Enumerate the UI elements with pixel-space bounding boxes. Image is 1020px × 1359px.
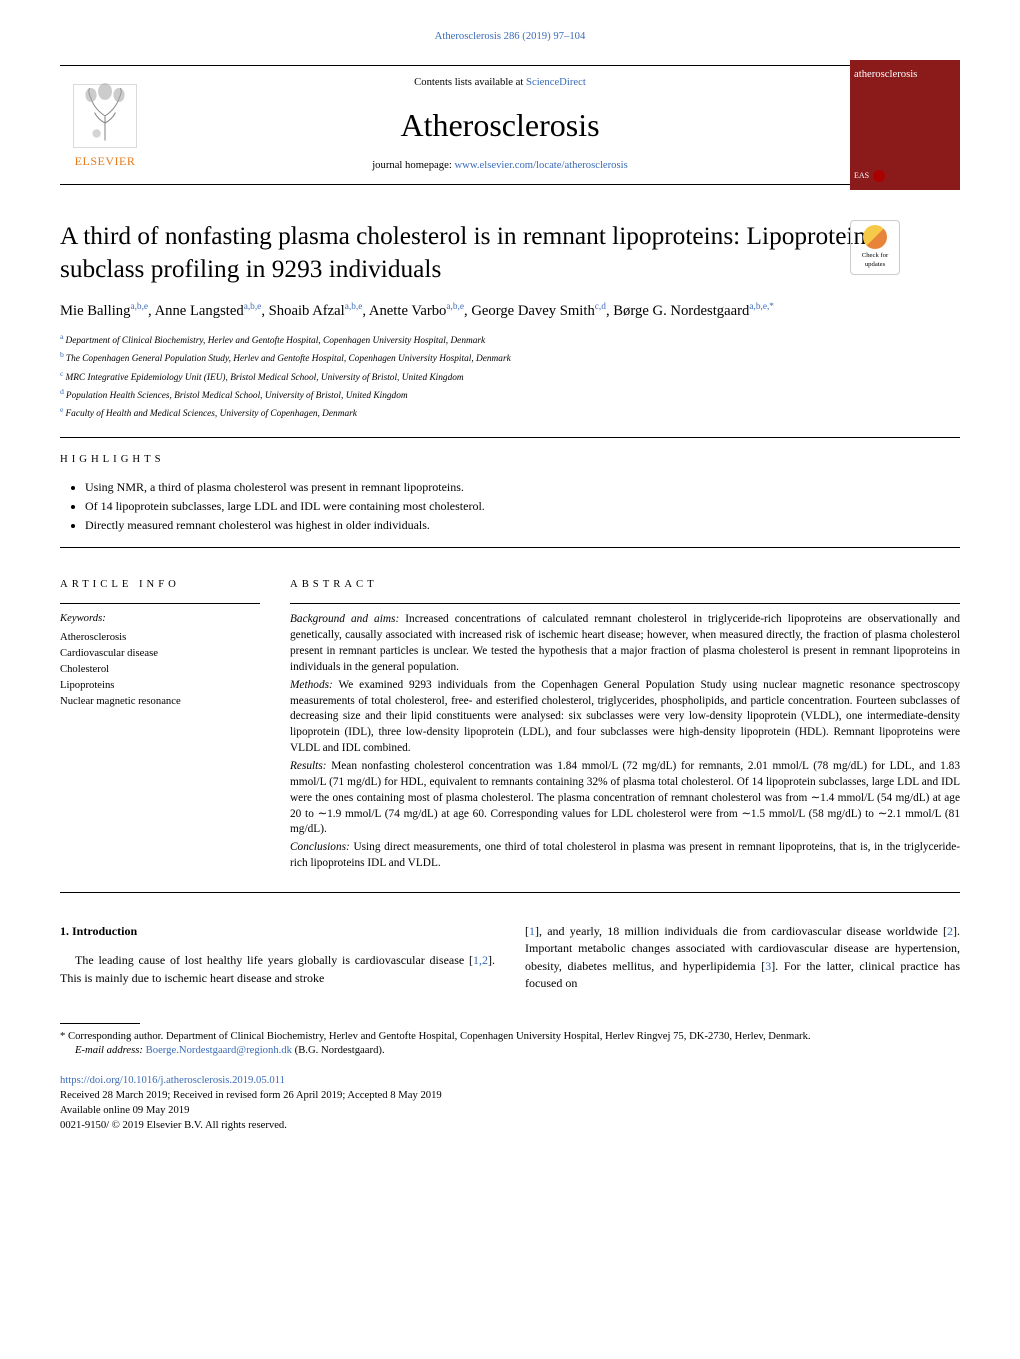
check-updates-badge[interactable]: Check for updates <box>850 220 900 275</box>
divider <box>60 603 260 604</box>
cover-title: atherosclerosis <box>854 68 956 83</box>
divider <box>60 892 960 893</box>
article-info-label: ARTICLE INFO <box>60 578 260 593</box>
homepage-link[interactable]: www.elsevier.com/locate/atherosclerosis <box>454 160 627 171</box>
author-3: , Shoaib Afzal <box>261 303 344 319</box>
abstract-results-label: Results: <box>290 760 327 772</box>
abstract-methods-label: Methods: <box>290 679 333 691</box>
keywords-list: Atherosclerosis Cardiovascular disease C… <box>60 630 260 710</box>
abstract-column: ABSTRACT Background and aims: Increased … <box>290 563 960 874</box>
author-1: Mie Balling <box>60 303 130 319</box>
footnotes: * Corresponding author. Department of Cl… <box>60 1030 960 1060</box>
highlight-item: Using NMR, a third of plasma cholesterol… <box>85 478 960 497</box>
email-suffix: (B.G. Nordestgaard). <box>292 1045 385 1056</box>
updates-text: Check for updates <box>851 251 899 270</box>
author-3-affil[interactable]: a,b,e <box>345 302 363 312</box>
email-label: E-mail address: <box>75 1045 146 1056</box>
cover-bottom: EAS <box>854 170 956 182</box>
contents-line: Contents lists available at ScienceDirec… <box>150 76 850 91</box>
affiliation-b: The Copenhagen General Population Study,… <box>66 355 511 365</box>
highlights-label: HIGHLIGHTS <box>60 453 960 468</box>
abstract-results-text: Mean nonfasting cholesterol concentratio… <box>290 760 960 835</box>
journal-cover-thumbnail: atherosclerosis EAS <box>850 60 960 190</box>
article-title: A third of nonfasting plasma cholesterol… <box>60 220 960 286</box>
abstract-text: Background and aims: Increased concentra… <box>290 612 960 872</box>
author-5: , George Davey Smith <box>464 303 595 319</box>
intro-heading: 1. Introduction <box>60 923 495 940</box>
abstract-conclusions-text: Using direct measurements, one third of … <box>290 841 960 869</box>
abstract-bg-label: Background and aims: <box>290 613 399 625</box>
affiliation-c: MRC Integrative Epidemiology Unit (IEU),… <box>65 373 463 383</box>
intro-right-column: [1], and yearly, 18 million individuals … <box>525 923 960 993</box>
introduction-section: 1. Introduction The leading cause of los… <box>60 923 960 993</box>
affiliation-d: Population Health Sciences, Bristol Medi… <box>66 391 408 401</box>
email-link[interactable]: Boerge.Nordestgaard@regionh.dk <box>146 1045 292 1056</box>
doi-link[interactable]: https://doi.org/10.1016/j.atherosclerosi… <box>60 1075 285 1086</box>
cover-eas-label: EAS <box>854 170 869 181</box>
affiliation-a: Department of Clinical Biochemistry, Her… <box>65 336 485 346</box>
author-2-affil[interactable]: a,b,e <box>244 302 262 312</box>
divider <box>60 547 960 548</box>
doi-section: https://doi.org/10.1016/j.atherosclerosi… <box>60 1074 960 1134</box>
divider <box>290 603 960 604</box>
available-date: Available online 09 May 2019 <box>60 1104 960 1119</box>
corresponding-author: * Corresponding author. Department of Cl… <box>60 1030 960 1045</box>
author-6: , Børge G. Nordestgaard <box>606 303 749 319</box>
contents-prefix: Contents lists available at <box>414 77 526 88</box>
eas-badge-icon <box>873 170 885 182</box>
affiliation-e: Faculty of Health and Medical Sciences, … <box>65 409 356 419</box>
copyright: 0021-9150/ © 2019 Elsevier B.V. All righ… <box>60 1119 960 1134</box>
abstract-methods-text: We examined 9293 individuals from the Co… <box>290 679 960 754</box>
keyword: Cholesterol <box>60 662 260 678</box>
author-2: , Anne Langsted <box>148 303 244 319</box>
keyword: Atherosclerosis <box>60 630 260 646</box>
updates-icon <box>863 225 887 249</box>
author-5-affil[interactable]: c,d <box>595 302 606 312</box>
received-dates: Received 28 March 2019; Received in revi… <box>60 1089 960 1104</box>
journal-title: Atherosclerosis <box>150 103 850 148</box>
journal-header: ELSEVIER Contents lists available at Sci… <box>60 65 960 185</box>
author-1-affil[interactable]: a,b,e <box>130 302 148 312</box>
author-4-affil[interactable]: a,b,e <box>446 302 464 312</box>
article-info-column: ARTICLE INFO Keywords: Atherosclerosis C… <box>60 563 260 874</box>
footnote-separator <box>60 1023 140 1024</box>
homepage-prefix: journal homepage: <box>372 160 454 171</box>
intro-text: ], and yearly, 18 million individuals di… <box>535 924 947 938</box>
homepage-line: journal homepage: www.elsevier.com/locat… <box>150 159 850 174</box>
citation-link[interactable]: 1,2 <box>473 953 488 967</box>
publisher-logo: ELSEVIER <box>60 75 150 175</box>
intro-text: The leading cause of lost healthy life y… <box>75 953 473 967</box>
abstract-conclusions-label: Conclusions: <box>290 841 350 853</box>
authors-list: Mie Ballinga,b,e, Anne Langsteda,b,e, Sh… <box>60 301 960 322</box>
keyword: Cardiovascular disease <box>60 646 260 662</box>
keyword: Nuclear magnetic resonance <box>60 694 260 710</box>
keywords-label: Keywords: <box>60 612 260 627</box>
journal-ref-link[interactable]: Atherosclerosis 286 (2019) 97–104 <box>435 31 586 42</box>
highlights-list: Using NMR, a third of plasma cholesterol… <box>60 478 960 536</box>
elsevier-tree-icon <box>70 81 140 151</box>
sciencedirect-link[interactable]: ScienceDirect <box>526 77 586 88</box>
divider <box>60 437 960 438</box>
author-4: , Anette Varbo <box>362 303 446 319</box>
highlight-item: Directly measured remnant cholesterol wa… <box>85 516 960 535</box>
affiliations: aDepartment of Clinical Biochemistry, He… <box>60 331 960 421</box>
publisher-name: ELSEVIER <box>75 153 136 170</box>
highlight-item: Of 14 lipoprotein subclasses, large LDL … <box>85 497 960 516</box>
journal-reference: Atherosclerosis 286 (2019) 97–104 <box>60 30 960 45</box>
intro-left-column: 1. Introduction The leading cause of los… <box>60 923 495 993</box>
author-6-affil[interactable]: a,b,e,* <box>749 302 774 312</box>
abstract-label: ABSTRACT <box>290 578 960 593</box>
keyword: Lipoproteins <box>60 678 260 694</box>
header-center: Contents lists available at ScienceDirec… <box>150 66 850 184</box>
